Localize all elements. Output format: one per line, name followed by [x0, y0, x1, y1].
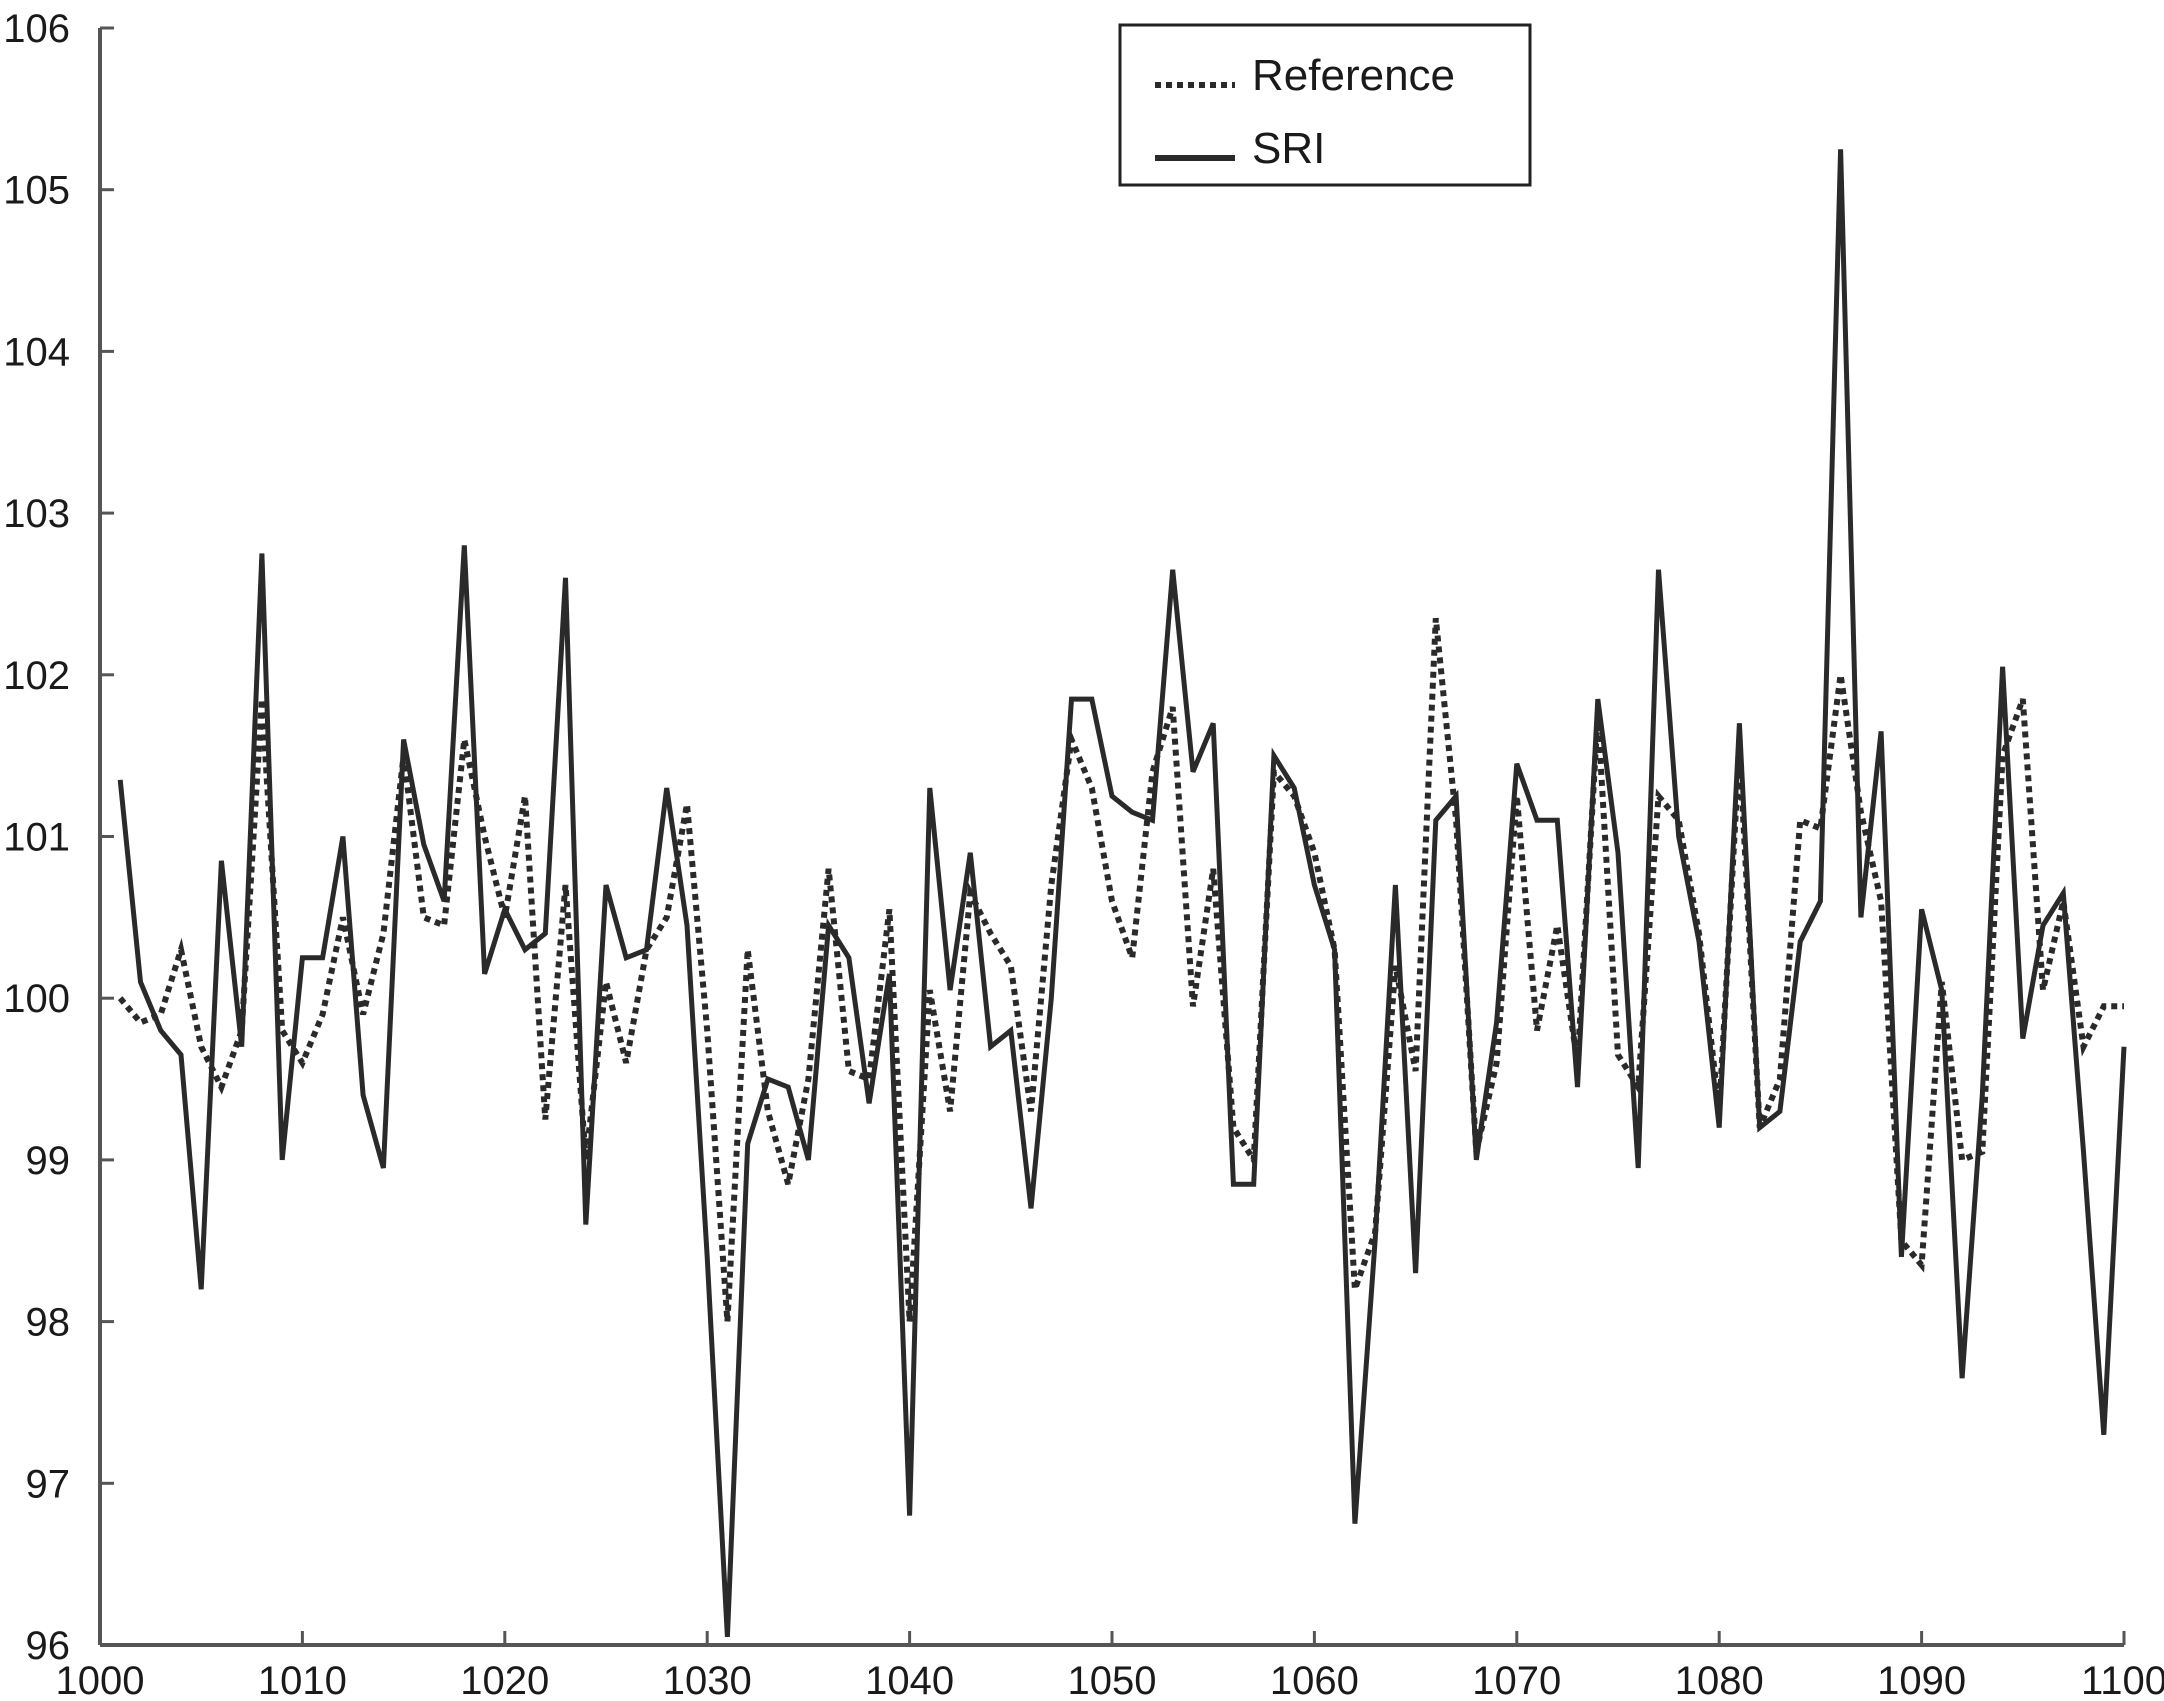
series-line-reference [117, 617, 2124, 1322]
x-tick-label: 1010 [258, 1659, 347, 1701]
legend-label-sri: SRI [1252, 124, 1325, 173]
legend: Reference SRI [1118, 23, 1532, 187]
series-lines [117, 149, 2127, 1638]
y-tick-label: 100 [3, 977, 70, 1021]
y-tick-label: 102 [3, 654, 70, 698]
x-tick-label: 1060 [1270, 1659, 1359, 1701]
x-tick-label: 1080 [1675, 1659, 1764, 1701]
x-tick-label: 1030 [663, 1659, 752, 1701]
y-tick-label: 101 [3, 816, 70, 860]
y-tick-label: 103 [3, 492, 70, 536]
legend-label-reference: Reference [1252, 51, 1455, 100]
y-tick-label: 104 [3, 330, 70, 374]
series-line-sri [117, 149, 2127, 1638]
x-tick-label: 1090 [1877, 1659, 1966, 1701]
y-axis-ticks: 96 97 98 99 100 101 102 103 104 105 106 [3, 7, 114, 1668]
x-tick-label: 1040 [865, 1659, 954, 1701]
y-tick-label: 106 [3, 7, 70, 51]
x-tick-label: 1020 [460, 1659, 549, 1701]
y-tick-label: 99 [26, 1139, 71, 1183]
x-tick-label: 1050 [1068, 1659, 1157, 1701]
x-tick-label: 1070 [1472, 1659, 1561, 1701]
x-tick-label: 1000 [56, 1659, 145, 1701]
y-tick-label: 105 [3, 169, 70, 213]
y-tick-label: 96 [26, 1624, 71, 1668]
y-tick-label: 97 [26, 1462, 71, 1506]
x-tick-label: 1100 [2081, 1659, 2164, 1701]
y-tick-label: 98 [26, 1301, 71, 1345]
x-axis-ticks: 1000 1010 1020 1030 1040 1050 1060 1070 1080 1090… [56, 1631, 2164, 1701]
